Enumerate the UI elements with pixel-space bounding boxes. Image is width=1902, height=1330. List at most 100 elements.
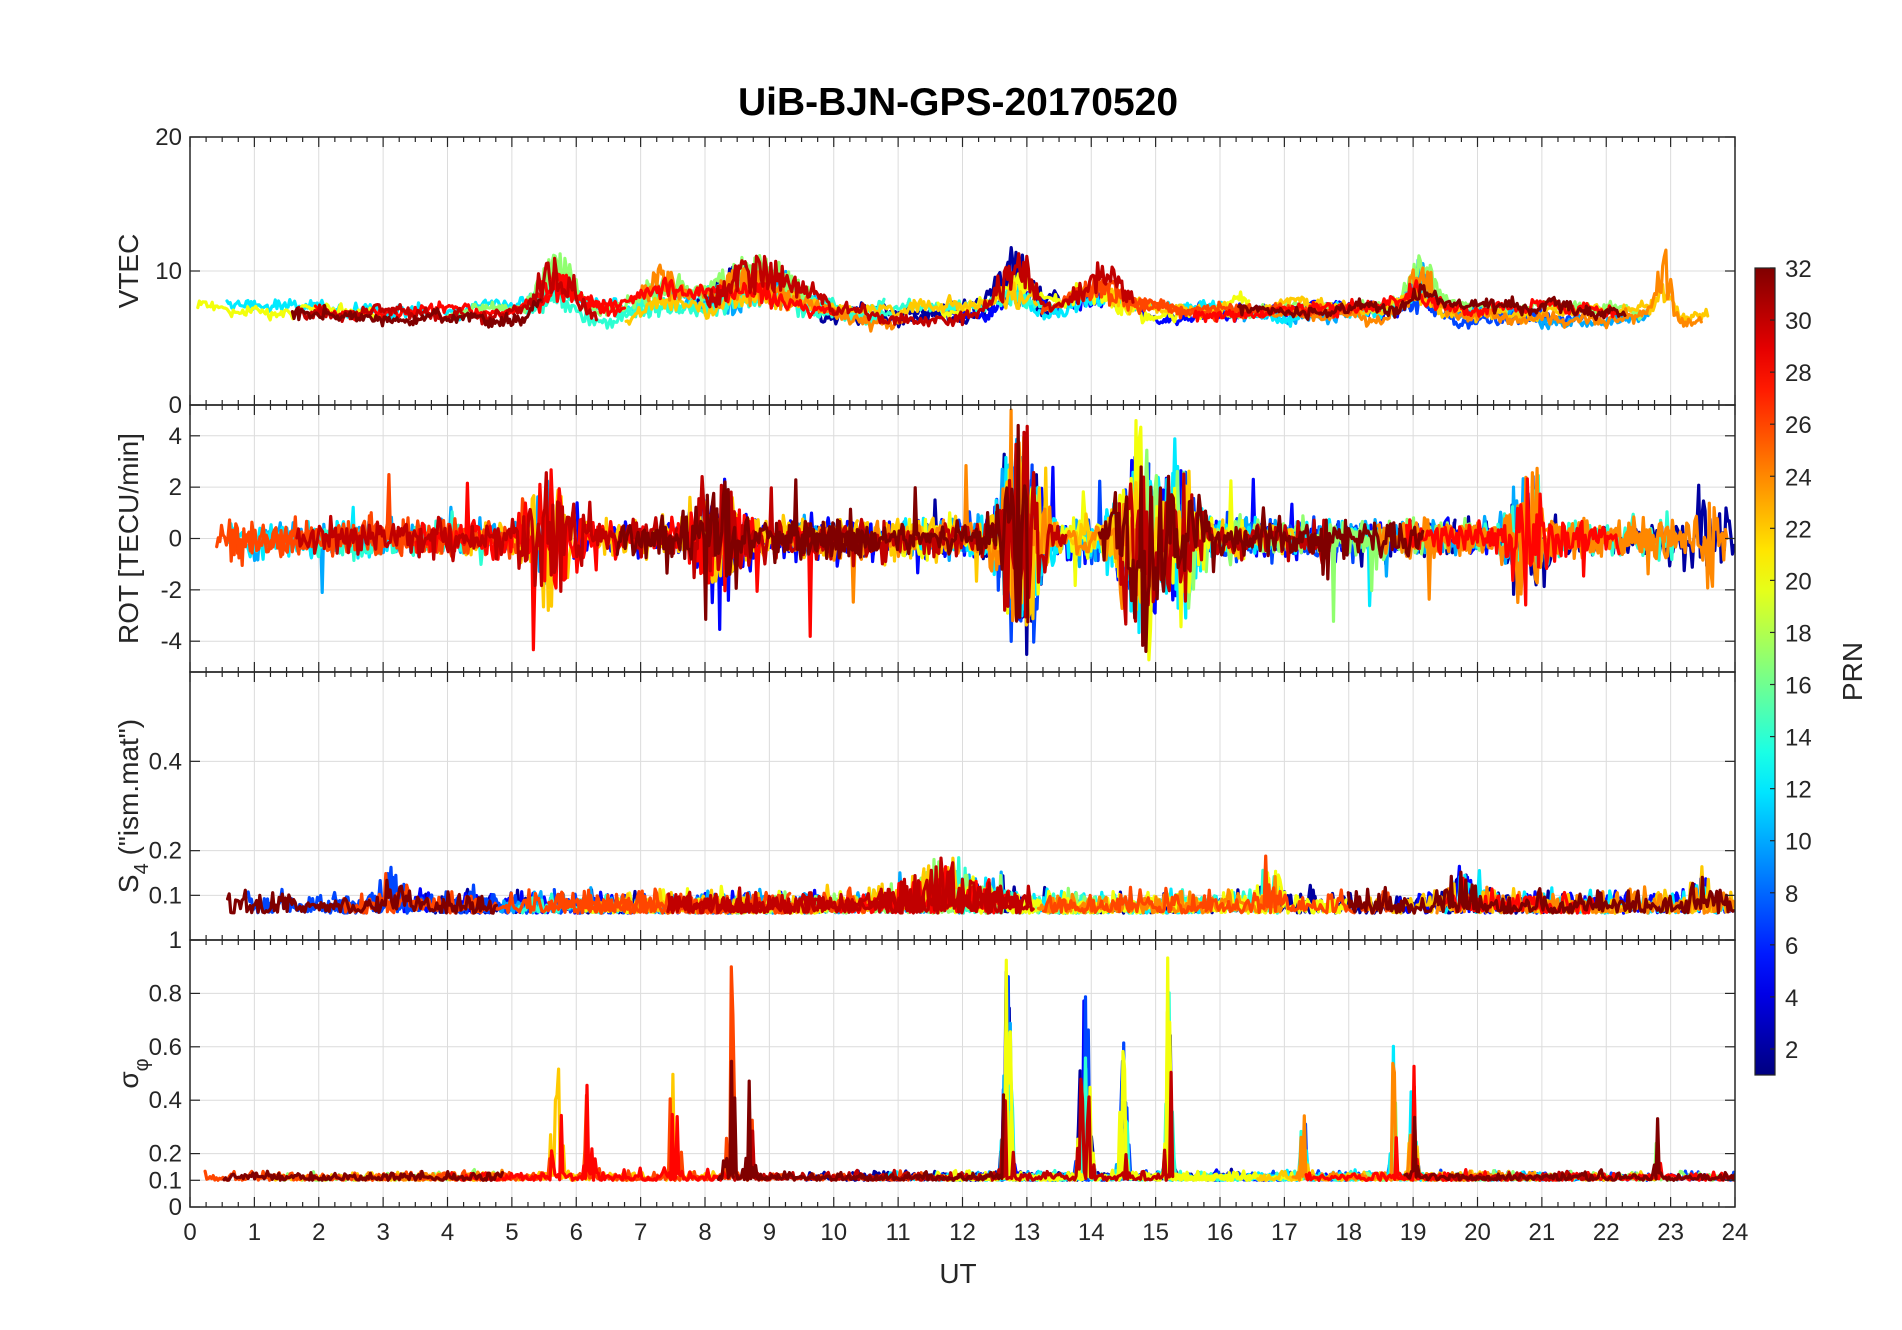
colorbar-tick-label: 16 [1785,673,1812,700]
x-tick-label: 7 [634,1219,647,1246]
x-tick-label: 20 [1464,1219,1491,1246]
traces-rot [215,408,1735,662]
y-tick-label: 2 [169,474,182,501]
series-prn-30 [666,861,1035,915]
colorbar-tick-label: 18 [1785,620,1812,647]
y-tick-label: 0.1 [149,1167,182,1194]
x-tick-label: 10 [820,1219,847,1246]
series-prn-12 [1264,1044,1589,1182]
colorbar-tick-label: 20 [1785,568,1812,595]
x-tick-label: 12 [949,1219,976,1246]
series-prn-32 [222,1169,504,1182]
colorbar-tick-label: 24 [1785,464,1812,491]
colorbar-tick-label: 2 [1785,1037,1798,1064]
y-tick-label: -4 [161,628,182,655]
y-tick-label: 0.6 [149,1034,182,1061]
x-tick-label: 3 [376,1219,389,1246]
colorbar-tick-label: 22 [1785,516,1812,543]
series-prn-28 [1404,477,1621,607]
colorbar-tick-label: 10 [1785,829,1812,856]
panel-sigma: 00.10.2 0.4 0.6 0.8 1 σφ [113,927,1736,1221]
y-tick-label: -2 [161,577,182,604]
series-prn-30 [730,1070,1175,1182]
x-tick-label: 16 [1207,1219,1234,1246]
x-tick-label: 22 [1593,1219,1620,1246]
x-tick-label: 9 [763,1219,776,1246]
series-prn-28 [1398,1085,1735,1182]
x-tick-label: 5 [505,1219,518,1246]
y-tick-label: 0.2 [149,838,182,865]
x-tick-label: 6 [570,1219,583,1246]
y-axis-label-rot: ROT [TECU/min] [113,433,144,644]
x-tick-label: 13 [1014,1219,1041,1246]
x-tick-label: 21 [1529,1219,1556,1246]
panel-s4: 0.1 0.2 0.4S4 ("ism.mat") [113,671,1736,941]
series-prn-32 [794,423,1030,624]
x-tick-label: 15 [1142,1219,1169,1246]
series-prn-7 [937,975,1292,1182]
x-tick-label: 18 [1335,1219,1362,1246]
y-tick-label: 10 [155,258,182,285]
colorbar-tick-label: 4 [1785,985,1798,1012]
colorbar-tick-label: 26 [1785,412,1812,439]
series-prn-30 [703,252,1135,328]
y-tick-label: 4 [169,423,182,450]
series-prn-14 [993,991,1389,1182]
y-tick-label: 0.2 [149,1141,182,1168]
x-axis-label: UT [939,1258,976,1289]
series-prn-2 [851,1090,1101,1182]
y-tick-label: 0.1 [149,882,182,909]
series-prn-32 [1237,283,1627,322]
panel-rot: -4 -2 0 2 4 ROT [TECU/min] [113,404,1736,673]
colorbar-label: PRN [1837,642,1868,701]
x-tick-label: 2 [312,1219,325,1246]
x-tick-label: 17 [1271,1219,1298,1246]
series-prn-20 [929,1020,1272,1182]
series-prn-2 [804,1099,1082,1182]
y-axis-label-vtec: VTEC [113,234,144,309]
chart-title: UiB-BJN-GPS-20170520 [738,81,1178,124]
series-prn-26 [1041,854,1392,915]
series-prn-30 [295,471,679,593]
colorbar-tick-label: 14 [1785,725,1812,752]
colorbar-tick-label: 8 [1785,881,1798,908]
series-prn-28 [443,1083,729,1182]
y-axis-label-s4: S4 ("ism.mat") [113,719,153,893]
colorbar-tick-label: 28 [1785,360,1812,387]
x-tick-label: 4 [441,1219,454,1246]
y-tick-label: 0 [169,1194,182,1221]
y-tick-label: 20 [155,124,182,151]
y-tick-label: 0.4 [149,748,182,775]
series-prn-12 [869,1078,1069,1182]
y-tick-label: 0 [169,526,182,553]
traces-sigma [203,956,1735,1182]
colorbar-tick-label: 12 [1785,777,1812,804]
series-prn-32 [1403,1115,1735,1182]
x-tick-label: 8 [698,1219,711,1246]
series-prn-32 [1346,870,1735,915]
colorbar-tick-label: 32 [1785,256,1812,283]
x-tick-label: 14 [1078,1219,1105,1246]
x-tick-label: 11 [886,1219,911,1246]
traces-s4 [226,854,1735,915]
y-tick-label: 0.4 [149,1087,182,1114]
y-axis-label-sigma: σφ [113,1058,153,1088]
y-tick-label: 0 [169,392,182,419]
y-tick-label: 1 [169,927,182,954]
series-prn-32 [226,878,498,915]
series-prn-22 [267,1067,717,1182]
x-tick-label: 24 [1722,1219,1749,1246]
panel-vtec: 0 10 20 VTEC [113,124,1736,419]
colorbar-tick-label: 30 [1785,308,1812,335]
colorbar-tick-label: 6 [1785,933,1798,960]
y-tick-label: 0.8 [149,980,182,1007]
series-prn-32 [716,1059,1006,1182]
series-prn-28 [536,276,839,319]
series-prn-32 [290,298,542,329]
series-prn-28 [1304,1064,1455,1182]
x-tick-label: 19 [1400,1219,1427,1246]
series-prn-32 [1097,465,1425,654]
